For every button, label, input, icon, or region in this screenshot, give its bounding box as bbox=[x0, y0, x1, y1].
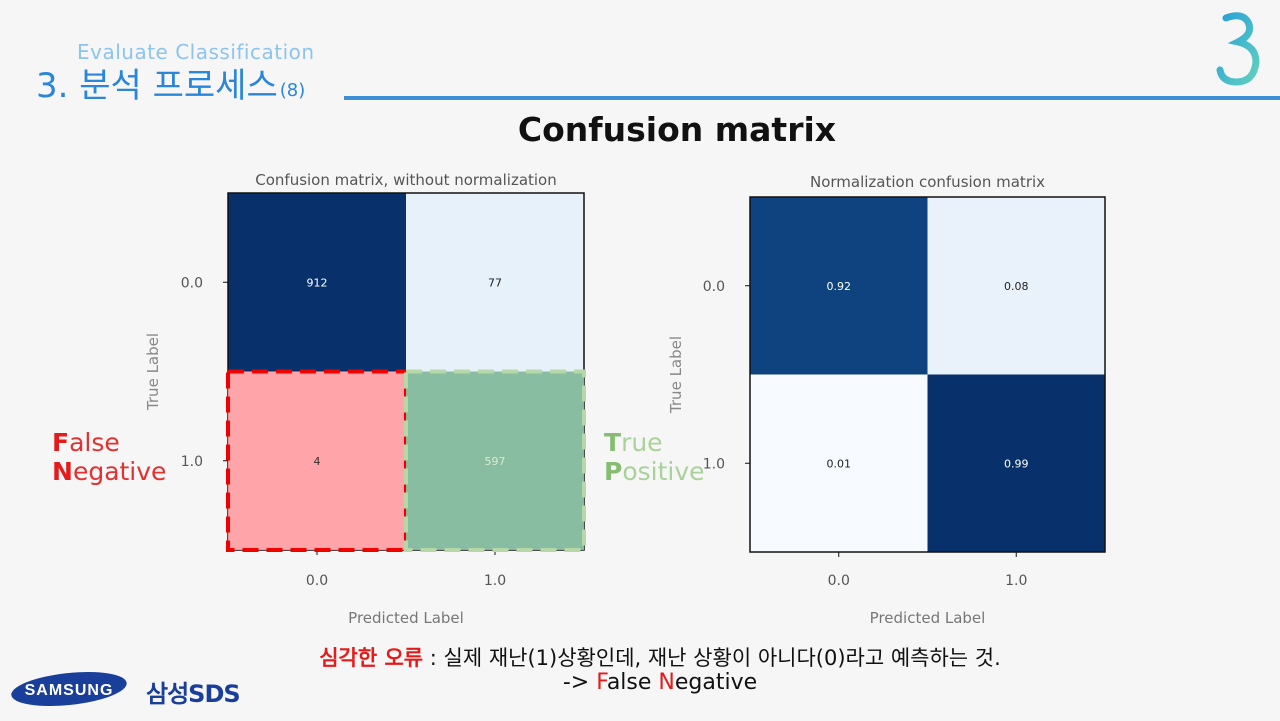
samsung-logo: SAMSUNG bbox=[11, 671, 127, 707]
x-tick-label: 1.0 bbox=[1005, 573, 1027, 589]
false-negative-label: False Negative bbox=[52, 428, 167, 486]
heatmap-cell bbox=[228, 193, 406, 372]
plot-frame bbox=[749, 196, 1106, 553]
x-axis-label: Predicted Label bbox=[348, 609, 464, 627]
y-tick-label: 0.0 bbox=[703, 279, 725, 295]
title-underline bbox=[344, 96, 1280, 100]
section-subtitle: Evaluate Classification bbox=[77, 40, 315, 64]
cell-value-label: 77 bbox=[488, 276, 502, 289]
cell-value-label: 4 bbox=[314, 455, 321, 468]
y-tick-label: 0.0 bbox=[181, 275, 203, 291]
serious-error-label: 심각한 오류 bbox=[319, 646, 424, 670]
section-title-text: 3. 분석 프로세스 bbox=[36, 66, 278, 106]
heatmap-cell bbox=[927, 374, 1105, 552]
highlight-fill bbox=[228, 371, 406, 550]
samsung-logo-text: SAMSUNG bbox=[25, 682, 114, 699]
brand-logo-icon bbox=[1216, 12, 1260, 86]
chart-title: Confusion matrix, without normalization bbox=[255, 171, 557, 189]
cell-value-label: 0.99 bbox=[1004, 457, 1029, 470]
explanation-line: 심각한 오류 : 실제 재난(1)상황인데, 재난 상황이 아니다(0)라고 예… bbox=[0, 642, 1280, 672]
highlight-fill bbox=[406, 371, 584, 550]
y-tick-label: 1.0 bbox=[703, 456, 725, 472]
x-tick-label: 0.0 bbox=[828, 573, 850, 589]
explanation-text: : 실제 재난(1)상황인데, 재난 상황이 아니다(0)라고 예측하는 것. bbox=[423, 646, 1001, 670]
confusion-matrix-normalized: Normalization confusion matrix 0.92 0.08 0.… bbox=[667, 173, 1106, 627]
samsung-sds-logo: 삼성SDS bbox=[146, 680, 241, 708]
y-tick-label: 1.0 bbox=[181, 454, 203, 470]
heatmap-cell bbox=[750, 197, 928, 375]
heatmap-cell bbox=[750, 374, 928, 552]
section-title-number: (8) bbox=[279, 80, 306, 101]
x-axis-label: Predicted Label bbox=[870, 609, 986, 627]
x-tick-label: 1.0 bbox=[484, 573, 506, 589]
cell-value-label: 0.08 bbox=[1004, 280, 1029, 293]
y-axis-label: True Label bbox=[144, 333, 162, 411]
cell-value-label: 912 bbox=[307, 276, 328, 289]
heatmap-cell bbox=[927, 197, 1105, 375]
cell-value-label: 0.92 bbox=[827, 280, 852, 293]
y-axis-label: True Label bbox=[667, 336, 685, 414]
true-positive-label: True Positive bbox=[604, 428, 705, 486]
cell-value-label: 0.01 bbox=[827, 457, 852, 470]
heatmap-cell bbox=[406, 193, 584, 372]
conclusion-line: -> False Negative bbox=[562, 670, 758, 695]
section-title: 3. 분석 프로세스 (8) bbox=[36, 66, 305, 106]
confusion-matrix-raw: Confusion matrix, without normalization 9… bbox=[144, 171, 586, 627]
x-tick-label: 0.0 bbox=[306, 573, 328, 589]
chart-heading: Confusion matrix bbox=[517, 110, 837, 149]
highlight-border bbox=[404, 369, 586, 552]
cell-value-label: 597 bbox=[485, 455, 506, 468]
chart-title: Normalization confusion matrix bbox=[810, 173, 1045, 191]
